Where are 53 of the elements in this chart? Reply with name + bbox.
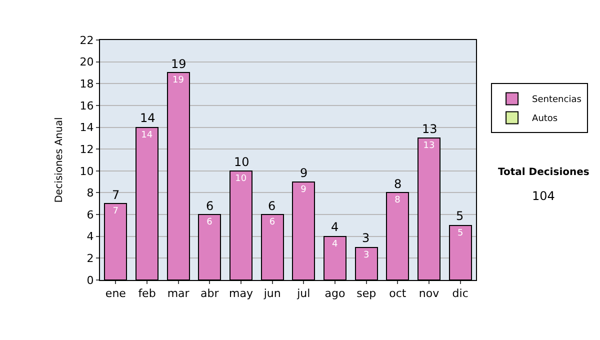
total-label: 7 (112, 188, 120, 202)
data-label: 8 (394, 196, 401, 206)
data-label: 14 (141, 130, 153, 140)
total-label: 6 (268, 199, 276, 213)
data-label: 5 (457, 228, 464, 238)
data-label: 3 (363, 250, 370, 260)
x-tick-label: mar (167, 287, 190, 300)
x-tick-label: dic (452, 287, 468, 300)
y-tick-label: 2 (86, 252, 94, 266)
x-tick-label: may (229, 287, 254, 300)
total-label: 3 (362, 231, 370, 245)
data-label: 4 (332, 239, 338, 250)
data-label: 19 (172, 76, 184, 86)
x-tick-label: oct (389, 287, 407, 300)
text: Total Decisiones (498, 167, 590, 178)
x-tick-label: nov (418, 287, 440, 300)
data-label: 10 (235, 174, 247, 184)
x-tick-label: sep (356, 287, 376, 300)
total-label: 6 (206, 199, 214, 213)
x-tick-label: jun (262, 287, 281, 300)
x-tick-label: ago (324, 287, 346, 300)
y-tick-label: 16 (80, 99, 94, 112)
total-label: 10 (234, 155, 250, 169)
y-tick-label: 4 (86, 230, 94, 244)
total-label: 13 (422, 122, 438, 136)
y-tick-label: 10 (80, 164, 94, 178)
total-label: 8 (394, 177, 402, 191)
x-tick-label: ene (105, 287, 126, 300)
data-label: 13 (423, 141, 435, 152)
y-tick-label: 12 (80, 142, 94, 156)
total-label: 19 (171, 57, 186, 71)
total-label: 9 (300, 166, 308, 180)
text: 104 (532, 189, 555, 203)
total-label: 14 (140, 111, 156, 125)
y-tick-label: 18 (80, 77, 94, 90)
x-tick-label: feb (138, 287, 156, 300)
legend-label: Autos (532, 114, 558, 124)
data-label: 9 (300, 184, 307, 195)
x-tick-label: abr (200, 287, 220, 300)
legend-label: Sentencias (532, 95, 582, 106)
data-label: 7 (112, 206, 119, 217)
y-tick-label: 14 (80, 121, 94, 134)
y-axis-title: Decisiones Anual (54, 117, 65, 203)
y-tick-label: 20 (80, 56, 94, 69)
data-label: 6 (206, 218, 213, 228)
y-tick-label: 0 (86, 274, 94, 287)
y-tick-label: 8 (86, 186, 94, 200)
x-tick-label: jul (296, 287, 310, 300)
y-tick-label: 6 (86, 208, 94, 222)
total-label: 5 (456, 209, 464, 223)
total-label: 4 (331, 220, 339, 234)
data-label: 6 (269, 218, 276, 228)
y-tick-label: 22 (80, 34, 94, 47)
